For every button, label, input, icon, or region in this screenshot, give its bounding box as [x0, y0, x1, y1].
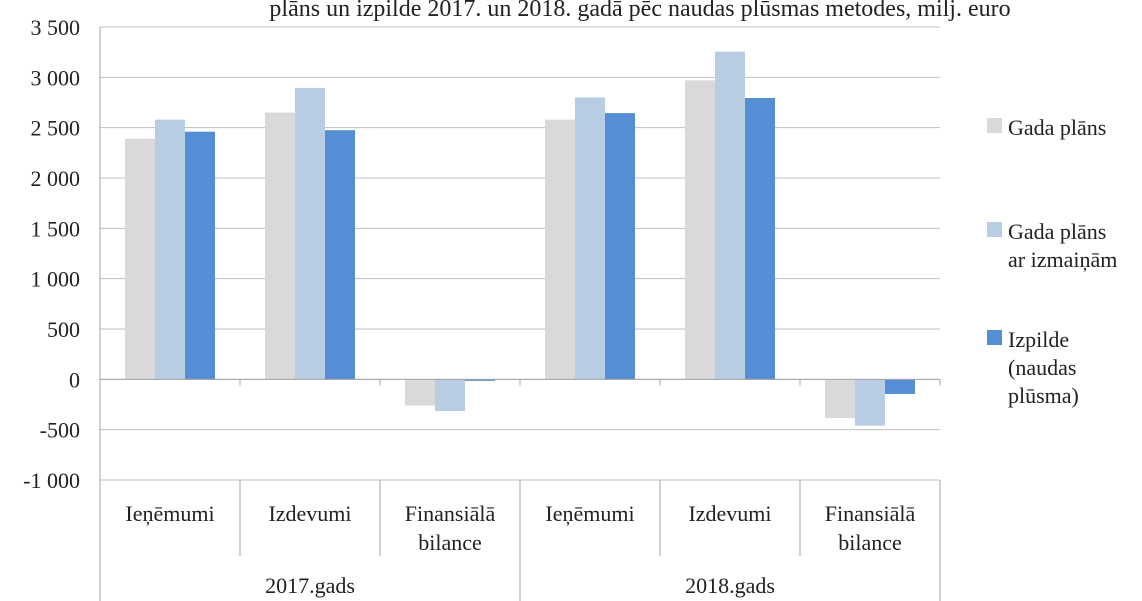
- bar: [125, 138, 155, 380]
- chart-title: plāns un izpilde 2017. un 2018. gadā pēc…: [269, 0, 1010, 22]
- legend-label: Gada plāns: [1008, 219, 1106, 244]
- category-label: Ieņēmumi: [125, 501, 214, 526]
- bar: [295, 87, 325, 380]
- y-tick-label: -1 000: [23, 468, 80, 493]
- bar: [575, 97, 605, 380]
- legend-label: ar izmaiņām: [1008, 247, 1117, 272]
- y-tick-label: 1 000: [31, 267, 81, 292]
- group-label: 2018.gads: [685, 573, 775, 598]
- bar: [885, 379, 915, 394]
- bar: [605, 113, 635, 380]
- bar: [855, 379, 885, 426]
- bar: [155, 119, 185, 380]
- y-tick-label: 3 000: [31, 65, 81, 90]
- bar: [545, 119, 575, 380]
- category-label: Ieņēmumi: [545, 501, 634, 526]
- bar: [715, 51, 745, 380]
- legend-swatch: [987, 330, 1002, 345]
- axes: [99, 27, 941, 601]
- bar: [825, 379, 855, 419]
- bar: [265, 112, 295, 380]
- legend-label: Izpilde: [1008, 327, 1069, 352]
- legend-label: Gada plāns: [1008, 115, 1106, 140]
- bar: [325, 130, 355, 380]
- category-label: Finansiālā: [405, 501, 496, 526]
- bar: [465, 379, 495, 381]
- legend-swatch: [987, 222, 1002, 237]
- grid-lines: [100, 26, 940, 481]
- y-tick-label: 1 500: [31, 216, 81, 241]
- category-label: bilance: [418, 530, 482, 555]
- category-label: Izdevumi: [688, 501, 771, 526]
- y-tick-labels: 3 500 3 000 2 500 2 000 1 500 1 000 500 0 -500 -1…: [23, 15, 80, 493]
- category-label: bilance: [838, 530, 902, 555]
- y-tick-label: 2 000: [31, 166, 81, 191]
- bar: [685, 80, 715, 380]
- legend-swatch: [987, 118, 1002, 133]
- y-tick-label: 0: [69, 367, 80, 392]
- y-tick-label: -500: [40, 418, 80, 443]
- bar: [405, 379, 435, 406]
- legend-label: (naudas: [1008, 355, 1076, 380]
- y-tick-label: 500: [47, 317, 80, 342]
- bars: [125, 51, 915, 426]
- bar: [745, 97, 775, 380]
- legend: Gada plāns Gada plāns ar izmaiņām Izpilde (n…: [987, 115, 1117, 408]
- group-label: 2017.gads: [265, 573, 355, 598]
- bar: [435, 379, 465, 412]
- category-labels: Ieņēmumi Izdevumi Finansiālā bilance Ieņēmum…: [125, 501, 915, 598]
- legend-label: plūsma): [1008, 383, 1079, 408]
- y-tick-label: 2 500: [31, 116, 81, 141]
- bar: [185, 131, 215, 380]
- category-label: Finansiālā: [825, 501, 916, 526]
- category-label: Izdevumi: [268, 501, 351, 526]
- y-tick-label: 3 500: [31, 15, 81, 40]
